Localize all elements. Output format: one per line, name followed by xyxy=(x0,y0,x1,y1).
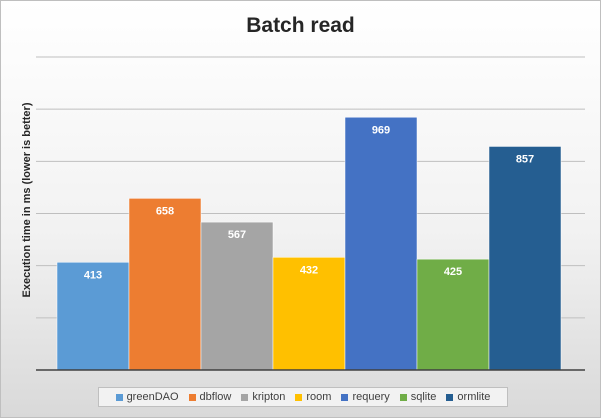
bar-dbflow xyxy=(128,198,202,371)
legend-item-requery: requery xyxy=(341,391,390,403)
legend-item-sqlite: sqlite xyxy=(399,391,437,403)
legend-swatch xyxy=(446,393,454,401)
bar-requery xyxy=(344,117,418,371)
legend-label: requery xyxy=(352,391,390,403)
data-label-sqlite: 425 xyxy=(444,266,462,278)
legend-label: kripton xyxy=(252,391,286,403)
data-label-requery: 969 xyxy=(372,124,390,136)
bar-kripton xyxy=(200,221,274,371)
legend-item-dbflow: dbflow xyxy=(188,391,232,403)
legend-swatch xyxy=(341,393,349,401)
legend-label: greenDAO xyxy=(126,391,179,403)
data-label-greenDAO: 413 xyxy=(84,269,102,281)
data-label-room: 432 xyxy=(300,264,318,276)
bar-room xyxy=(272,257,346,371)
chart-title: Batch read xyxy=(246,14,355,37)
legend-swatch xyxy=(115,393,123,401)
legend-item-room: room xyxy=(295,391,331,403)
legend-swatch xyxy=(295,393,303,401)
legend-swatch xyxy=(399,393,407,401)
legend: greenDAO dbflow kripton room requery sqlite or… xyxy=(98,387,508,407)
bar-greenDAO xyxy=(56,262,130,371)
data-label-ormlite: 857 xyxy=(516,153,534,165)
legend-item-greenDAO: greenDAO xyxy=(115,391,179,403)
legend-label: sqlite xyxy=(410,391,437,403)
legend-label: ormlite xyxy=(457,391,491,403)
legend-swatch xyxy=(241,393,249,401)
legend-swatch xyxy=(188,393,196,401)
legend-item-ormlite: ormlite xyxy=(446,391,490,403)
bar-sqlite xyxy=(416,258,490,371)
data-label-kripton: 567 xyxy=(228,229,246,241)
legend-label: dbflow xyxy=(199,391,232,403)
bar-ormlite xyxy=(488,146,562,371)
legend-label: room xyxy=(306,391,332,403)
data-label-dbflow: 658 xyxy=(156,205,174,217)
legend-item-kripton: kripton xyxy=(241,391,285,403)
